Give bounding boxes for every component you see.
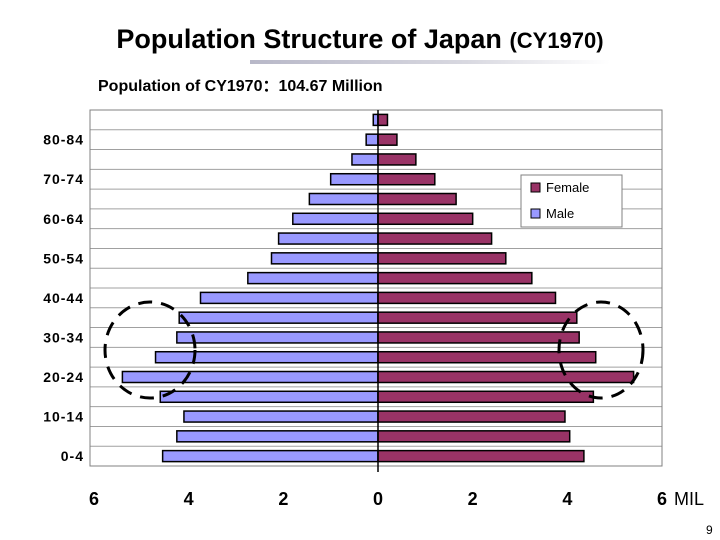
legend: Female Male <box>520 174 623 228</box>
bar-male-35-39 <box>178 311 379 324</box>
legend-label-male: Male <box>546 206 574 221</box>
x-tick-label: 2 <box>468 489 478 509</box>
x-tick-label: 4 <box>562 489 572 509</box>
x-tick-label: 0 <box>373 489 383 509</box>
bar-male-20-24 <box>121 370 379 384</box>
tick-labels: 0-4 10-14 20-24 30-34 40-44 50-54 60-64 70-74 80… <box>43 132 704 509</box>
y-tick-label: 30-34 <box>43 329 84 345</box>
annotations <box>103 300 645 400</box>
x-tick-label: 4 <box>184 489 194 509</box>
y-tick-label: 20-24 <box>43 369 84 385</box>
chart-title-main: Population Structure of Japan <box>116 24 502 54</box>
x-tick-label: 6 <box>657 489 667 509</box>
annotation-ellipse-male <box>103 300 197 400</box>
bar-female-30-34 <box>377 331 580 344</box>
bar-male-40-44 <box>199 291 379 305</box>
y-tick-label: 0-4 <box>61 448 84 464</box>
bar-male-70-74 <box>329 172 379 186</box>
annotation-ellipse-female <box>557 300 645 400</box>
y-tick-label: 40-44 <box>43 290 84 306</box>
bar-male-60-64 <box>292 212 379 226</box>
bar-male-50-54 <box>270 252 379 265</box>
chart-title: Population Structure of Japan (CY1970) <box>0 24 720 55</box>
page-number: 9 <box>706 523 713 537</box>
chart-subtitle: Population of CY1970：104.67 Million <box>98 78 383 95</box>
legend-swatch-male <box>530 208 541 219</box>
bar-female-60-64 <box>377 212 474 226</box>
bar-female-35-39 <box>377 311 578 324</box>
grid-lines <box>90 129 662 447</box>
plot-frame <box>89 109 663 467</box>
bar-male-45-49 <box>247 271 379 285</box>
bar-female-25-29 <box>377 350 597 364</box>
axes <box>89 109 663 472</box>
bar-male-10-14 <box>183 410 379 423</box>
bar-female-50-54 <box>377 252 507 265</box>
bar-male-30-34 <box>176 331 379 344</box>
bar-male-0-4 <box>161 449 379 463</box>
bar-female-45-49 <box>377 271 533 285</box>
bar-female-70-74 <box>377 172 436 186</box>
bar-female-55-59 <box>377 232 493 245</box>
y-tick-label: 70-74 <box>43 171 84 187</box>
y-tick-label: 10-14 <box>43 409 84 425</box>
bar-female-85+ <box>377 113 389 127</box>
x-tick-label: 6 <box>89 489 99 509</box>
bars <box>121 113 635 463</box>
bar-female-65-69 <box>377 192 457 206</box>
bar-female-0-4 <box>377 449 585 463</box>
bar-male-55-59 <box>277 232 379 245</box>
bar-male-80-84 <box>365 133 379 146</box>
bar-male-5-9 <box>176 430 379 443</box>
legend-swatch-female <box>530 182 541 193</box>
title-underline <box>250 60 610 64</box>
bar-female-5-9 <box>377 430 571 443</box>
y-tick-label: 80-84 <box>43 132 84 148</box>
bar-female-40-44 <box>377 291 557 305</box>
legend-label-female: Female <box>546 180 589 195</box>
x-tick-label: 2 <box>278 489 288 509</box>
bar-female-80-84 <box>377 133 398 146</box>
y-tick-label: 60-64 <box>43 211 84 227</box>
bar-female-15-19 <box>377 390 595 404</box>
chart-title-year: (CY1970) <box>509 28 604 53</box>
bar-male-65-69 <box>308 192 379 206</box>
x-unit-label: MIL <box>674 489 704 509</box>
bar-female-10-14 <box>377 410 566 423</box>
y-tick-label: 50-54 <box>43 250 84 266</box>
bar-male-25-29 <box>154 350 379 364</box>
bar-female-75-79 <box>377 153 417 166</box>
bar-male-75-79 <box>351 153 379 166</box>
bar-female-20-24 <box>377 370 635 384</box>
bar-male-15-19 <box>159 390 379 404</box>
